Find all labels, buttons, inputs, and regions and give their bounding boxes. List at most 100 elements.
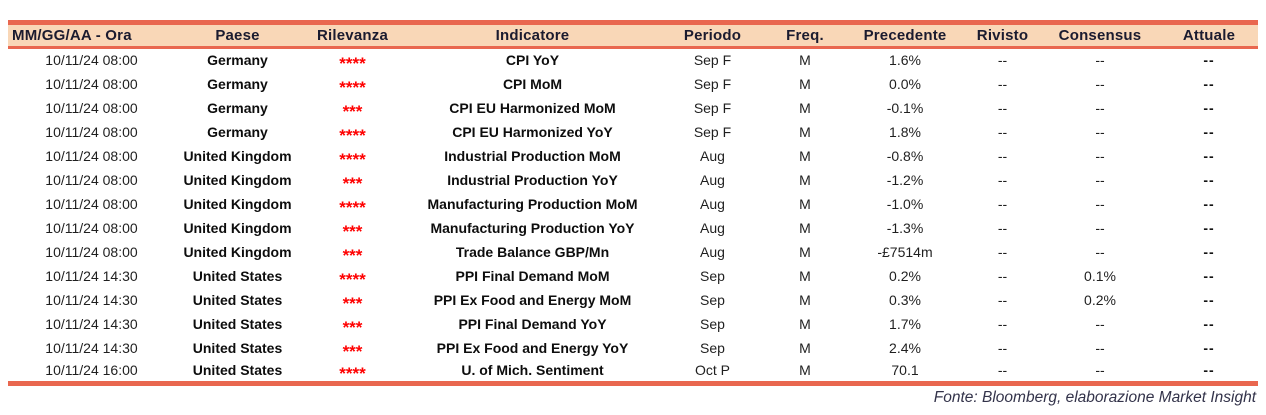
table-row: 10/11/24 08:00 Germany **** CPI MoM Sep … xyxy=(8,72,1258,96)
cell-previous: 2.4% xyxy=(889,339,921,356)
cell-country: Germany xyxy=(207,99,268,116)
cell-datetime: 10/11/24 08:00 xyxy=(45,52,138,69)
cell-datetime: 10/11/24 08:00 xyxy=(45,195,138,212)
cell-revised: -- xyxy=(997,171,1008,188)
table-row: 10/11/24 08:00 United Kingdom *** Manufa… xyxy=(8,216,1258,240)
cell-datetime: 10/11/24 08:00 xyxy=(45,75,138,92)
cell-relevance-stars: *** xyxy=(300,96,405,120)
table-row: 10/11/24 14:30 United States *** PPI Ex … xyxy=(8,336,1258,360)
table-row: 10/11/24 14:30 United States *** PPI Ex … xyxy=(8,288,1258,312)
cell-indicator: CPI EU Harmonized YoY xyxy=(452,123,613,140)
cell-period: Sep F xyxy=(693,123,732,140)
cell-actual: -- xyxy=(1203,171,1215,188)
col-header-indicator: Indicatore xyxy=(495,27,570,44)
cell-datetime: 10/11/24 08:00 xyxy=(45,99,138,116)
cell-country: Germany xyxy=(207,75,268,92)
cell-consensus: -- xyxy=(1095,339,1105,356)
cell-freq: M xyxy=(799,99,811,116)
cell-relevance-stars: **** xyxy=(300,48,405,72)
col-header-freq: Freq. xyxy=(786,27,824,44)
cell-consensus: 0.1% xyxy=(1084,267,1116,284)
cell-relevance-stars: *** xyxy=(300,288,405,312)
cell-revised: -- xyxy=(997,315,1008,332)
cell-actual: -- xyxy=(1203,291,1215,308)
col-header-relevance: Rilevanza xyxy=(317,27,388,44)
relevance-stars: **** xyxy=(339,364,366,384)
cell-actual: -- xyxy=(1203,315,1215,332)
table-row: 10/11/24 14:30 United States **** PPI Fi… xyxy=(8,264,1258,288)
cell-actual: -- xyxy=(1203,99,1215,116)
cell-revised: -- xyxy=(997,75,1008,92)
cell-indicator: Industrial Production YoY xyxy=(447,171,618,188)
cell-relevance-stars: *** xyxy=(300,312,405,336)
cell-freq: M xyxy=(799,267,811,284)
cell-period: Aug xyxy=(700,195,725,212)
cell-relevance-stars: **** xyxy=(300,192,405,216)
cell-previous: 70.1 xyxy=(891,362,919,379)
cell-datetime: 10/11/24 08:00 xyxy=(45,147,138,164)
cell-consensus: -- xyxy=(1095,219,1105,236)
cell-previous: -0.1% xyxy=(886,99,924,116)
cell-relevance-stars: *** xyxy=(300,336,405,360)
relevance-stars: *** xyxy=(342,317,363,337)
cell-period: Aug xyxy=(700,171,725,188)
cell-indicator: CPI MoM xyxy=(502,75,563,92)
cell-consensus: -- xyxy=(1095,52,1105,69)
table-body: 10/11/24 08:00 Germany **** CPI YoY Sep … xyxy=(8,48,1258,384)
cell-freq: M xyxy=(799,362,811,379)
cell-country: United States xyxy=(192,267,283,284)
cell-freq: M xyxy=(799,123,811,140)
cell-freq: M xyxy=(799,52,811,69)
cell-freq: M xyxy=(799,243,811,260)
relevance-stars: *** xyxy=(342,341,363,361)
cell-datetime: 10/11/24 08:00 xyxy=(45,219,138,236)
cell-country: United Kingdom xyxy=(183,147,292,164)
cell-indicator: CPI YoY xyxy=(505,52,560,69)
cell-datetime: 10/11/24 14:30 xyxy=(45,291,138,308)
col-header-consensus: Consensus xyxy=(1058,27,1142,44)
col-header-period: Periodo xyxy=(683,27,742,44)
cell-revised: -- xyxy=(997,99,1008,116)
cell-period: Aug xyxy=(700,243,725,260)
cell-period: Aug xyxy=(700,147,725,164)
relevance-stars: **** xyxy=(339,125,366,145)
cell-revised: -- xyxy=(997,291,1008,308)
cell-revised: -- xyxy=(997,362,1008,379)
cell-previous: 1.8% xyxy=(889,123,921,140)
cell-country: United Kingdom xyxy=(183,195,292,212)
cell-period: Sep xyxy=(700,339,725,356)
cell-indicator: PPI Final Demand YoY xyxy=(458,315,607,332)
source-attribution: Fonte: Bloomberg, elaborazione Market In… xyxy=(933,389,1256,406)
cell-revised: -- xyxy=(997,267,1008,284)
cell-consensus: -- xyxy=(1095,243,1105,260)
cell-relevance-stars: *** xyxy=(300,240,405,264)
cell-freq: M xyxy=(799,291,811,308)
cell-freq: M xyxy=(799,171,811,188)
cell-actual: -- xyxy=(1203,362,1215,379)
table-row: 10/11/24 16:00 United States **** U. of … xyxy=(8,360,1258,384)
table-row: 10/11/24 08:00 United Kingdom *** Trade … xyxy=(8,240,1258,264)
cell-previous: -0.8% xyxy=(886,147,924,164)
col-header-datetime: MM/GG/AA - Ora xyxy=(12,27,132,44)
cell-freq: M xyxy=(799,147,811,164)
cell-datetime: 10/11/24 16:00 xyxy=(45,362,138,379)
cell-period: Sep F xyxy=(693,75,732,92)
cell-previous: -1.2% xyxy=(886,171,924,188)
cell-actual: -- xyxy=(1203,267,1215,284)
cell-datetime: 10/11/24 08:00 xyxy=(45,171,138,188)
cell-consensus: -- xyxy=(1095,315,1105,332)
cell-country: United Kingdom xyxy=(183,243,292,260)
cell-actual: -- xyxy=(1203,123,1215,140)
cell-indicator: Manufacturing Production YoY xyxy=(430,219,635,236)
cell-country: United States xyxy=(192,291,283,308)
cell-datetime: 10/11/24 08:00 xyxy=(45,123,138,140)
cell-freq: M xyxy=(799,315,811,332)
cell-previous: 1.7% xyxy=(889,315,921,332)
cell-revised: -- xyxy=(997,123,1008,140)
cell-revised: -- xyxy=(997,147,1008,164)
cell-indicator: PPI Final Demand MoM xyxy=(455,267,610,284)
cell-freq: M xyxy=(799,339,811,356)
cell-indicator: Manufacturing Production MoM xyxy=(427,195,638,212)
cell-indicator: PPI Ex Food and Energy MoM xyxy=(433,291,632,308)
relevance-stars: *** xyxy=(342,173,363,193)
